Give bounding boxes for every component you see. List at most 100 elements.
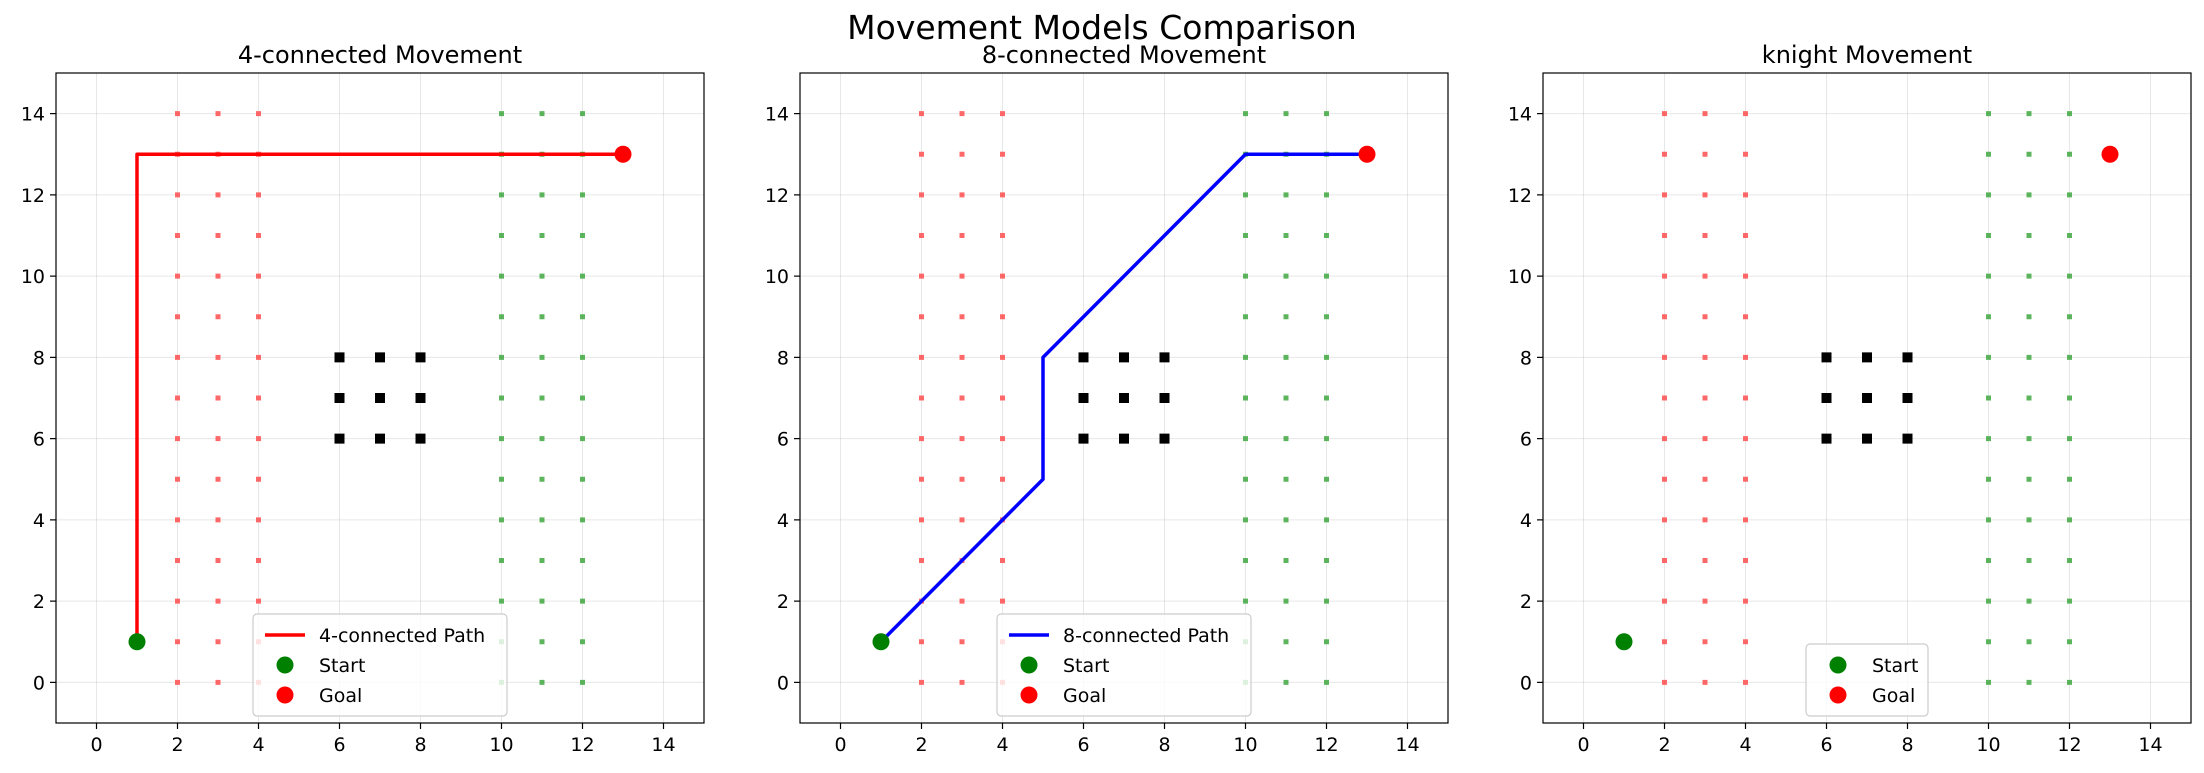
green-zone-cell [2026, 517, 2032, 523]
y-tick-label: 0 [33, 672, 45, 694]
obstacle-cell [1119, 352, 1129, 363]
obstacle-cell [334, 433, 345, 444]
green-zone-cell [499, 233, 504, 238]
red-zone-cell [175, 233, 180, 238]
green-zone-cell [1243, 598, 1248, 604]
green-zone-cell [1986, 273, 1991, 279]
red-zone-cell [919, 639, 924, 645]
red-zone-cell [1662, 273, 1667, 279]
legend-marker-swatch [1020, 656, 1038, 674]
green-zone-cell [1243, 476, 1248, 482]
red-zone-cell [175, 517, 180, 523]
green-zone-cell [1283, 517, 1289, 523]
red-zone-cell [959, 639, 965, 645]
green-zone-cell [1324, 558, 1329, 563]
green-zone-cell [2067, 314, 2072, 320]
red-zone-cell [1000, 598, 1005, 604]
x-tick-label: 0 [90, 734, 102, 756]
red-zone-cell [1743, 111, 1748, 117]
green-zone-cell [580, 233, 585, 238]
red-zone-cell [919, 111, 924, 117]
red-zone-cell [175, 436, 180, 442]
red-zone-cell [215, 436, 221, 442]
green-zone-cell [2026, 233, 2032, 238]
green-zone-cell [580, 354, 585, 360]
green-zone-cell [2067, 192, 2072, 198]
red-zone-cell [1743, 639, 1748, 645]
red-zone-cell [959, 233, 965, 238]
x-tick-label: 6 [1077, 734, 1089, 756]
green-zone-cell [1243, 517, 1248, 523]
green-zone-cell [539, 436, 545, 442]
figure-title: Movement Models Comparison [847, 8, 1357, 47]
green-zone-cell [2067, 517, 2072, 523]
green-zone-cell [2026, 151, 2032, 157]
red-zone-cell [919, 273, 924, 279]
red-zone-cell [1702, 192, 1708, 198]
red-zone-cell [1702, 354, 1708, 360]
red-zone-cell [256, 598, 261, 604]
red-zone-cell [215, 639, 221, 645]
red-zone-cell [256, 233, 261, 238]
obstacle-cell [375, 352, 385, 363]
green-zone-cell [2067, 151, 2072, 157]
red-zone-cell [1702, 517, 1708, 523]
green-zone-cell [1324, 517, 1329, 523]
red-zone-cell [1702, 233, 1708, 238]
red-zone-cell [1743, 558, 1748, 563]
x-tick-label: 14 [1395, 734, 1419, 756]
red-zone-cell [175, 598, 180, 604]
y-tick-label: 4 [1520, 510, 1532, 532]
green-zone-cell [1324, 314, 1329, 320]
red-zone-cell [1743, 395, 1748, 401]
green-zone-cell [1283, 354, 1289, 360]
obstacle-cell [375, 393, 385, 403]
red-zone-cell [215, 273, 221, 279]
obstacle-cell [1078, 393, 1089, 403]
green-zone-cell [580, 395, 585, 401]
green-zone-cell [539, 354, 545, 360]
green-zone-cell [499, 476, 504, 482]
green-zone-cell [1283, 111, 1289, 117]
red-zone-cell [959, 111, 965, 117]
green-zone-cell [2026, 639, 2032, 645]
green-zone-cell [580, 476, 585, 482]
green-zone-cell [499, 354, 504, 360]
goal-marker [1358, 145, 1376, 163]
legend-label: Start [319, 655, 365, 677]
x-tick-label: 14 [651, 734, 675, 756]
obstacle-cell [1821, 433, 1832, 444]
green-zone-cell [1243, 111, 1248, 117]
y-tick-label: 10 [765, 266, 789, 288]
red-zone-cell [256, 111, 261, 117]
red-zone-cell [1662, 436, 1667, 442]
y-tick-label: 0 [1520, 672, 1532, 694]
red-zone-cell [1662, 314, 1667, 320]
obstacle-cell [415, 433, 426, 444]
red-zone-cell [175, 639, 180, 645]
green-zone-cell [1324, 233, 1329, 238]
green-zone-cell [2067, 273, 2072, 279]
legend: Start Goal [1805, 643, 1929, 717]
x-tick-label: 2 [1658, 734, 1670, 756]
x-tick-label: 8 [414, 734, 426, 756]
obstacle-cell [1821, 352, 1832, 363]
green-zone-cell [539, 476, 545, 482]
y-tick-label: 2 [1520, 591, 1532, 613]
red-zone-cell [256, 314, 261, 320]
red-zone-cell [959, 476, 965, 482]
green-zone-cell [539, 314, 545, 320]
red-zone-cell [1000, 151, 1005, 157]
panel-3: 0 2 4 6 8 10 12 14 0 2 4 6 8 10 12 14 knight Movement Sta… [1508, 41, 2192, 756]
green-zone-cell [539, 111, 545, 117]
red-zone-cell [175, 111, 180, 117]
red-zone-cell [175, 558, 180, 563]
red-zone-cell [919, 233, 924, 238]
y-tick-label: 14 [765, 104, 789, 126]
red-zone-cell [1000, 111, 1005, 117]
green-zone-cell [2026, 273, 2032, 279]
green-zone-cell [580, 598, 585, 604]
green-zone-cell [1986, 476, 1991, 482]
red-zone-cell [215, 354, 221, 360]
legend-label: Goal [1063, 685, 1106, 707]
